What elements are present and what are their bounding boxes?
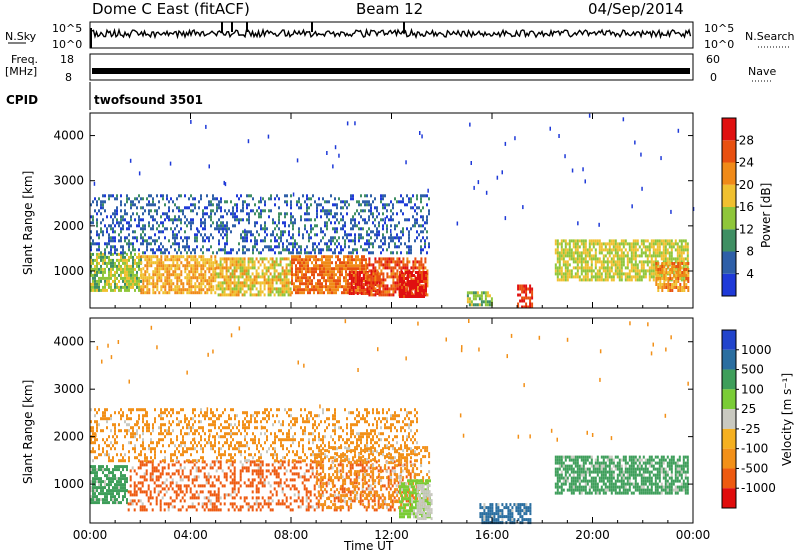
velocity-colorbar-swatch-8 [722, 488, 736, 508]
nsky-trace-line [91, 27, 692, 40]
velocity-colorbar-swatch-3 [722, 389, 736, 410]
station-title: Dome C East (fitACF) [92, 0, 250, 18]
velocity-ytick-label-2: 3000 [53, 382, 84, 396]
power-panel: Slant Range [km] 1000 2000 3000 4000 4 8 12 16… [21, 112, 773, 309]
nave-label: Nave [748, 65, 776, 78]
xtick-label-5: 20:00 [575, 528, 610, 542]
freq-tick-top: 18 [60, 53, 74, 66]
power-ytick-label-3: 4000 [53, 129, 84, 143]
velocity-region-6 [554, 455, 689, 495]
nsearch-label: N.Search [745, 30, 795, 43]
velocity-colorbar-ticklabel-6: -500 [741, 461, 768, 475]
power-ytick-label-0: 1000 [53, 264, 84, 278]
xtick-label-6: 00:00 [676, 528, 711, 542]
xtick-label-1: 04:00 [173, 528, 208, 542]
velocity-region-5 [479, 503, 532, 525]
velocity-colorbar-swatch-2 [722, 369, 736, 390]
nsearch-tick-top: 10^5 [704, 22, 734, 35]
velocity-region-4 [416, 484, 433, 521]
power-colorbar-ticklabel-0: 4 [746, 267, 754, 281]
velocity-colorbar-frame [721, 329, 737, 509]
velocity-region-0 [90, 465, 128, 505]
power-region-10 [655, 262, 690, 292]
power-region-8 [466, 291, 493, 307]
xtick-label-3: 12:00 [374, 528, 409, 542]
velocity-ylabel: Slant Range [km] [21, 380, 35, 484]
power-region-7 [517, 284, 534, 309]
velocity-ytick-label-3: 4000 [53, 335, 84, 349]
power-colorbar-swatch-6 [722, 140, 736, 163]
freq-tick-bottom: 8 [65, 71, 72, 84]
xaxis-label: Time UT [343, 539, 394, 553]
frequency-panel: Freq. [MHz] 18 8 60 0 Nave [5, 53, 776, 84]
velocity-colorbar-label: Velocity [m s⁻¹] [780, 373, 794, 466]
power-ytick-label-1: 2000 [53, 219, 84, 233]
velocity-sparse-echoes [95, 319, 689, 442]
time-axis: 00:00 04:00 08:00 12:00 16:00 20:00 00:00 [73, 113, 711, 542]
power-sparse-echoes [93, 113, 695, 233]
power-region-2 [215, 257, 292, 297]
cpid-label: CPID [6, 93, 38, 107]
power-colorbar-ticklabel-6: 28 [739, 133, 754, 147]
velocity-colorbar-swatch-0 [722, 330, 736, 350]
nsearch-tick-bottom: 10^0 [704, 38, 734, 51]
power-colorbar-swatch-0 [722, 273, 736, 296]
velocity-colorbar-ticklabel-4: -25 [741, 422, 761, 436]
power-region-9 [554, 239, 689, 282]
velocity-colorbar-swatch-4 [722, 409, 736, 429]
velocity-colorbar-ticklabel-2: 100 [741, 382, 764, 396]
velocity-panel: Slant Range [km] 1000 2000 3000 4000 1000 50… [21, 317, 794, 525]
xtick-label-4: 16:00 [475, 528, 510, 542]
velocity-region-7 [90, 408, 418, 463]
velocity-colorbar-swatch-5 [722, 428, 736, 449]
power-region-0 [90, 252, 142, 292]
velocity-ytick-label-0: 1000 [53, 477, 84, 491]
power-region-3 [291, 255, 367, 295]
frequency-trace [92, 68, 690, 74]
nsky-tick-bottom: 10^0 [52, 38, 82, 51]
nsky-panel: N.Sky 10^5 10^0 10^5 10^0 N.Search [5, 21, 795, 51]
power-ytick-label-2: 3000 [53, 174, 84, 188]
power-ylabel: Slant Range [km] [21, 171, 35, 275]
power-colorbar-swatch-3 [722, 207, 736, 230]
power-region-11 [90, 194, 430, 255]
date-title: 04/Sep/2014 [588, 0, 684, 18]
velocity-colorbar-swatch-1 [722, 349, 736, 370]
power-region-1 [140, 255, 217, 295]
velocity-colorbar-ticklabel-1: 500 [741, 363, 764, 377]
xtick-label-0: 00:00 [73, 528, 108, 542]
power-region-6 [399, 271, 427, 298]
power-colorbar-swatch-1 [722, 251, 736, 274]
nsky-label: N.Sky [5, 30, 37, 43]
velocity-colorbar-ticklabel-5: -100 [741, 442, 768, 456]
freq-label-2: [MHz] [5, 65, 37, 78]
power-colorbar-ticklabel-2: 12 [739, 222, 754, 236]
power-colorbar-label: Power [dB] [759, 183, 773, 248]
velocity-colorbar-swatch-7 [722, 468, 736, 489]
power-colorbar-swatch-4 [722, 184, 736, 207]
velocity-colorbar-ticklabel-7: -1000 [741, 481, 776, 495]
velocity-ytick-label-1: 2000 [53, 430, 84, 444]
power-colorbar-ticklabel-1: 8 [746, 245, 754, 259]
power-colorbar-ticklabel-3: 16 [739, 200, 754, 214]
nsky-tick-top: 10^5 [52, 22, 82, 35]
freq-label-1: Freq. [11, 53, 38, 66]
nave-tick-bottom: 0 [710, 71, 717, 84]
power-colorbar-swatch-7 [722, 118, 736, 141]
cpid-value: twofsound 3501 [94, 93, 203, 107]
velocity-colorbar-ticklabel-3: 25 [741, 402, 756, 416]
beam-title: Beam 12 [356, 0, 423, 18]
power-colorbar-ticklabel-5: 24 [739, 156, 754, 170]
velocity-colorbar-swatch-6 [722, 448, 736, 469]
power-colorbar-swatch-2 [722, 229, 736, 252]
velocity-colorbar-ticklabel-0: 1000 [741, 343, 772, 357]
power-colorbar-swatch-5 [722, 162, 736, 185]
nave-tick-top: 60 [706, 53, 720, 66]
power-colorbar-ticklabel-4: 20 [739, 178, 754, 192]
xtick-label-2: 08:00 [274, 528, 309, 542]
